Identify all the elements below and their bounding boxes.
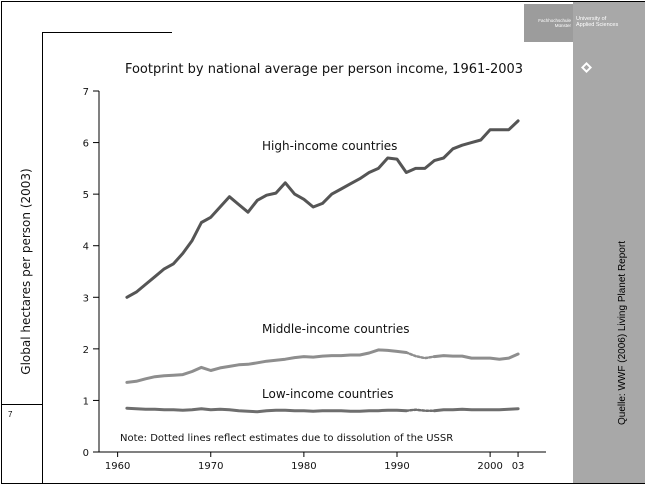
y-tick-label: 3: [83, 293, 89, 304]
logo-line-1: University of: [576, 16, 607, 22]
axes: 0 1 2 3 4 5 6 7 1960 1970 1980 1990 2000 03: [83, 87, 546, 472]
chart-note: Note: Dotted lines reflect estimates due…: [120, 433, 453, 444]
series-line-dotted: [405, 408, 436, 412]
y-tick-label: 6: [83, 139, 89, 150]
series-1: [125, 119, 520, 299]
series-line: [432, 407, 520, 413]
x-tick-label: 2000: [477, 461, 502, 472]
frame-left-lower-line: [42, 404, 43, 484]
logo-left-text: Fachhochschule Münster: [524, 4, 573, 42]
y-axis-label: Global hectares per person (2003): [19, 168, 33, 374]
y-tick-label: 7: [83, 87, 89, 98]
series-line: [432, 352, 520, 361]
x-tick-label: 1980: [291, 461, 316, 472]
x-tick-label: 1990: [384, 461, 409, 472]
x-tick-label: 1970: [198, 461, 223, 472]
y-tick-label: 0: [83, 448, 89, 459]
series-label: High-income countries: [262, 139, 397, 153]
frame-divider-line: [2, 404, 42, 405]
series-line: [125, 406, 408, 414]
university-logo: Fachhochschule Münster University of App…: [524, 4, 643, 42]
logo-right-text: University of Applied Sciences: [576, 16, 618, 28]
series-2: [125, 348, 520, 384]
frame-left-line: [42, 32, 43, 404]
y-tick-label: 5: [83, 190, 89, 201]
frame-top-line: [42, 32, 172, 33]
y-tick-label: 2: [83, 345, 89, 356]
x-tick-label: 1960: [105, 461, 130, 472]
logo-diamond-icon: [581, 62, 592, 73]
series-group: [125, 119, 520, 414]
series-labels: High-income countries Middle-income count…: [262, 139, 410, 401]
page-number: 7: [8, 410, 13, 419]
series-label: Low-income countries: [262, 387, 393, 401]
chart-title: Footprint by national average per person…: [125, 62, 523, 77]
series-line-dotted: [405, 351, 436, 360]
series-line: [125, 348, 408, 384]
y-tick-label: 4: [83, 242, 89, 253]
y-tick-label: 1: [83, 396, 89, 407]
series-label: Middle-income countries: [262, 322, 410, 336]
logo-line-2: Applied Sciences: [576, 22, 619, 28]
x-tick-label: 03: [512, 461, 525, 472]
series-line: [125, 119, 520, 299]
series-3: [125, 406, 520, 414]
side-band: [573, 2, 645, 483]
